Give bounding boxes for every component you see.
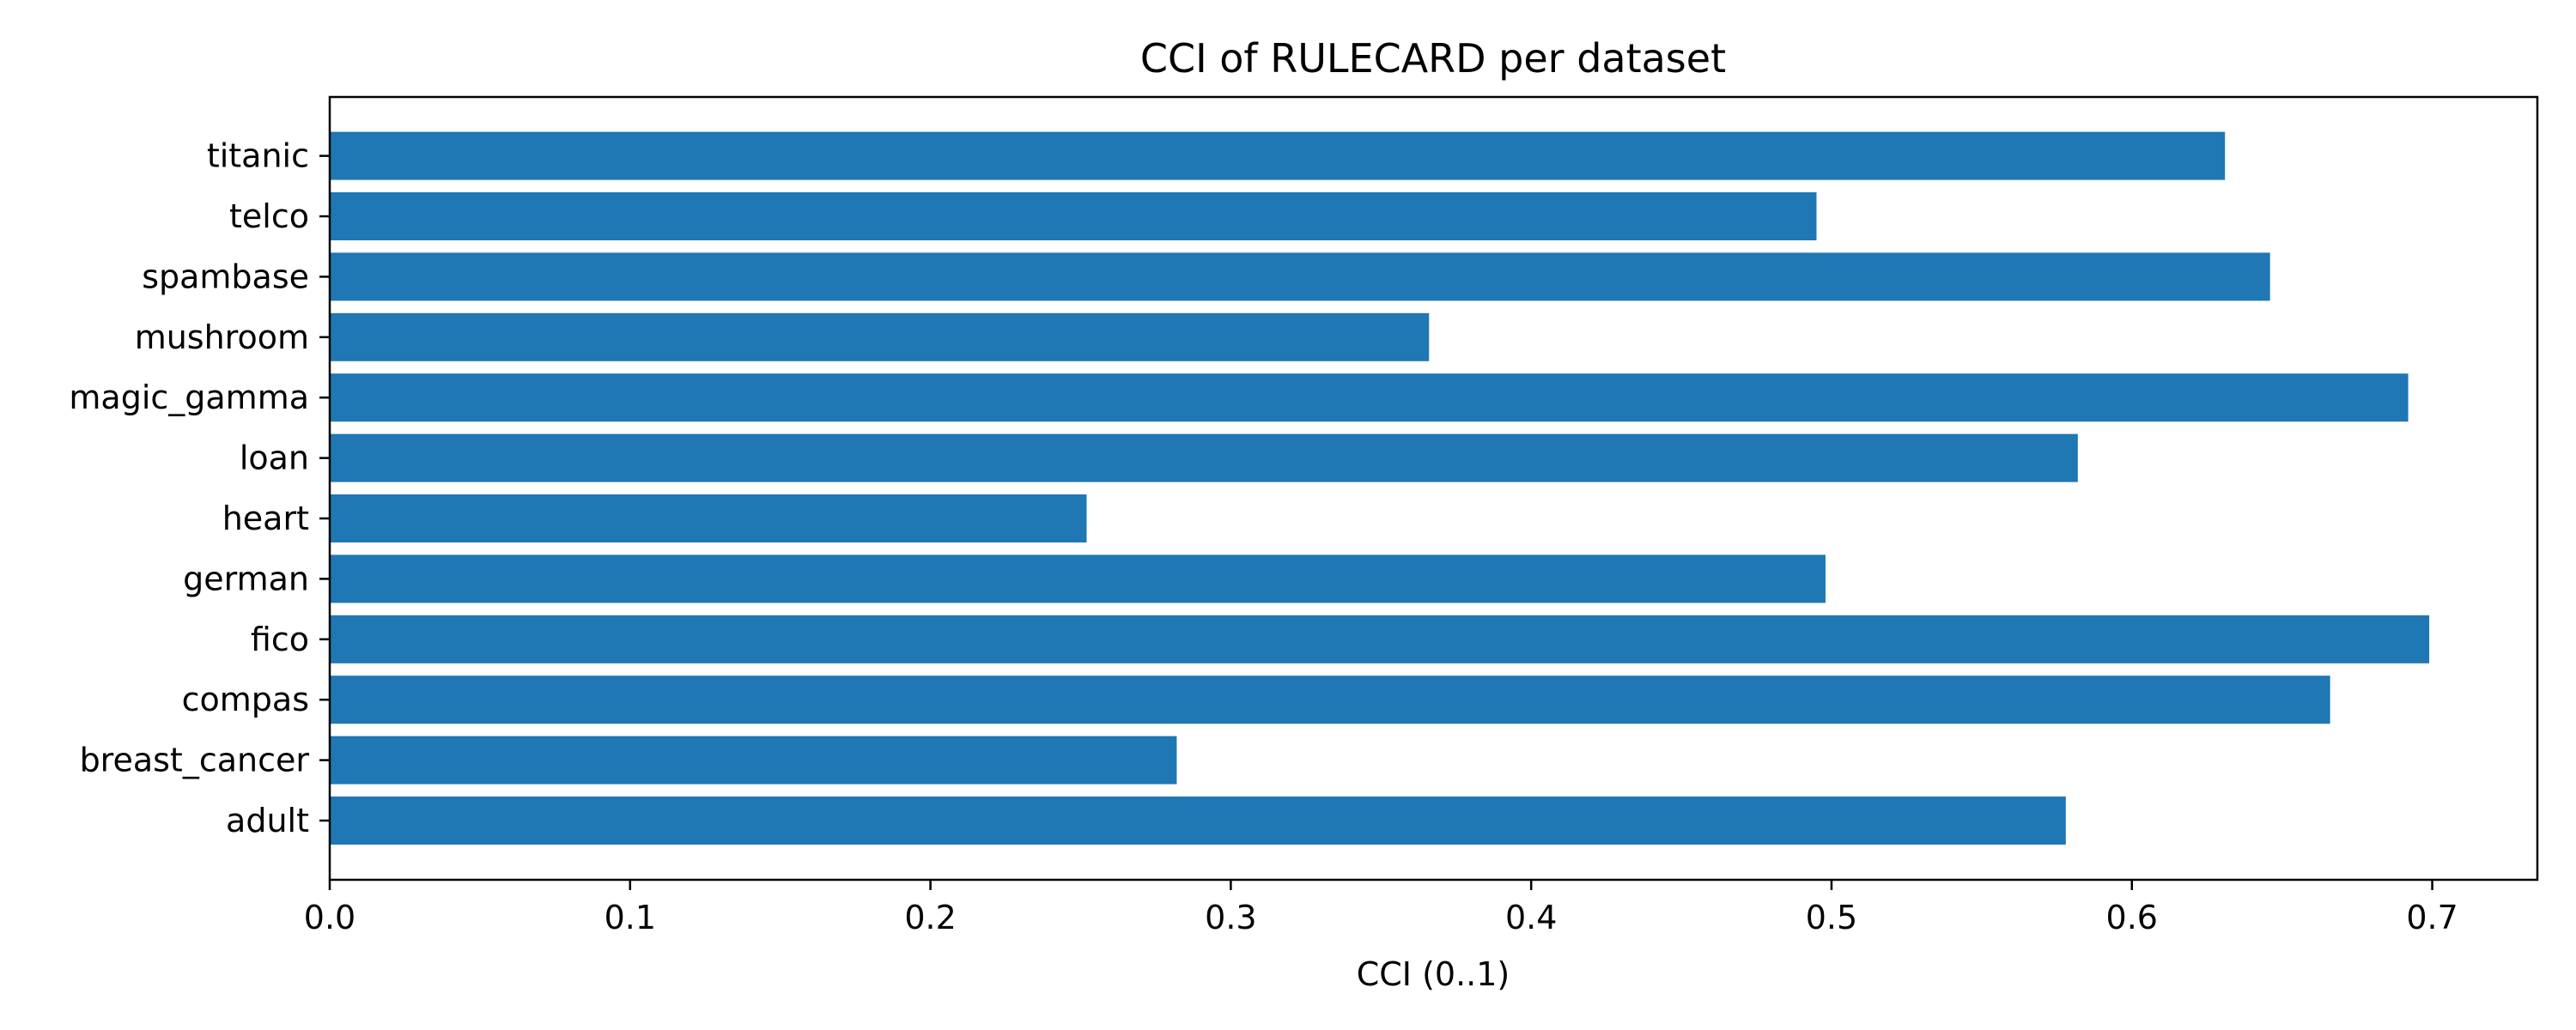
x-tick-label: 0.4	[1505, 899, 1557, 936]
bar-titanic	[330, 131, 2226, 180]
x-tick-label: 0.2	[904, 899, 956, 936]
bar-mushroom	[330, 312, 1430, 361]
y-tick-label-fico: fico	[251, 621, 309, 658]
bar-compas	[330, 676, 2330, 724]
y-tick-label-titanic: titanic	[207, 137, 309, 175]
y-tick-label-telco: telco	[229, 197, 309, 235]
bar-fico	[330, 615, 2430, 663]
y-tick-labels: adult breast_cancer compas fico german heart l…	[69, 137, 330, 839]
bars-layer	[330, 131, 2430, 845]
y-tick-label-magic_gamma: magic_gamma	[69, 379, 309, 416]
bar-telco	[330, 192, 1817, 240]
x-axis-label: CCI (0..1)	[1357, 955, 1510, 993]
y-tick-label-mushroom: mushroom	[135, 318, 309, 356]
bar-german	[330, 554, 1826, 603]
y-tick-label-spambase: spambase	[142, 258, 309, 295]
x-tick-label: 0.5	[1806, 899, 1857, 936]
y-tick-label-adult: adult	[226, 802, 309, 839]
bar-adult	[330, 797, 2066, 845]
bar-spambase	[330, 252, 2270, 301]
x-tick-label: 0.0	[304, 899, 355, 936]
y-tick-label-compas: compas	[182, 681, 309, 718]
bar-magic_gamma	[330, 373, 2409, 422]
x-tick-label: 0.3	[1205, 899, 1256, 936]
y-tick-label-heart: heart	[222, 500, 309, 537]
x-tick-label: 0.6	[2106, 899, 2158, 936]
y-tick-label-loan: loan	[240, 439, 309, 477]
x-tick-label: 0.1	[605, 899, 656, 936]
chart-title: CCI of RULECARD per dataset	[1140, 35, 1726, 82]
y-tick-label-german: german	[183, 560, 309, 597]
y-tick-label-breast_cancer: breast_cancer	[80, 742, 310, 779]
x-ticks: 0.0 0.1 0.2 0.3 0.4 0.5 0.6 0.7	[304, 880, 2458, 936]
bar-heart	[330, 494, 1087, 542]
bar-breast_cancer	[330, 736, 1177, 785]
plot-frame	[328, 95, 2539, 882]
x-tick-label: 0.7	[2406, 899, 2458, 936]
bar-loan	[330, 433, 2078, 482]
